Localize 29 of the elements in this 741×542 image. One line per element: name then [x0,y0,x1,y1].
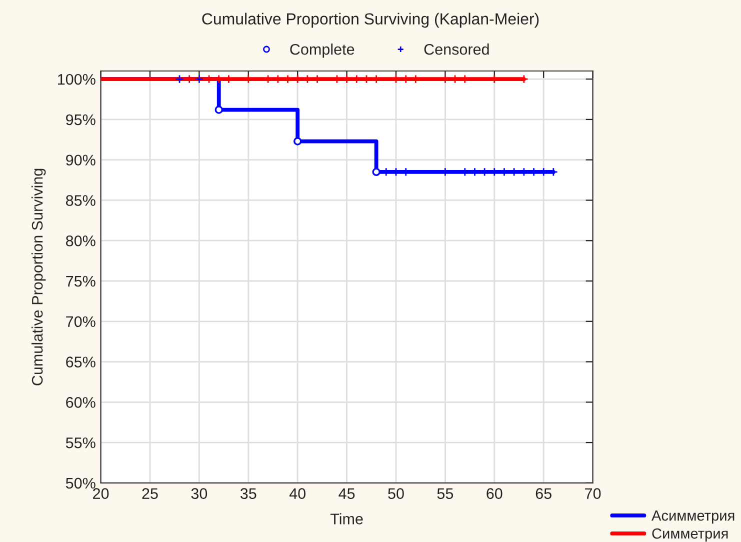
y-tick-label: 65% [66,356,96,368]
y-tick-label: 95% [66,114,96,126]
x-tick-label: 70 [585,488,601,500]
x-tick-label: 65 [536,488,552,500]
x-axis-title: Time [330,513,363,524]
legend-label: Асимметрия [652,510,734,524]
x-tick-label: 35 [240,488,256,500]
y-tick-label: 60% [66,397,96,408]
y-tick-label: 55% [66,437,96,448]
chart-title: Cumulative Proportion Surviving (Kaplan-Meier) [202,12,539,28]
x-tick-label: 45 [338,488,355,500]
y-tick-label: 85% [66,195,96,206]
x-tick-label: 20 [93,488,109,500]
y-tick-label: 70% [66,316,96,328]
y-tick-label: 80% [66,235,96,246]
legend-label: Censored [424,44,489,55]
x-tick-label: 55 [437,488,454,500]
y-tick-label: 90% [66,154,96,166]
y-tick-label: 50% [66,478,96,489]
x-tick-label: 40 [289,488,306,500]
y-tick-label: 100% [58,74,96,85]
legend-label: Complete [290,44,354,58]
x-tick-label: 50 [388,488,404,500]
x-tick-label: 60 [486,488,502,500]
y-tick-label: 75% [66,276,96,287]
legend-label: Симметрия [652,528,728,542]
y-axis-title: Cumulative Proportion Surviving [31,168,46,386]
x-tick-label: 25 [142,488,158,500]
x-tick-label: 30 [191,488,208,500]
